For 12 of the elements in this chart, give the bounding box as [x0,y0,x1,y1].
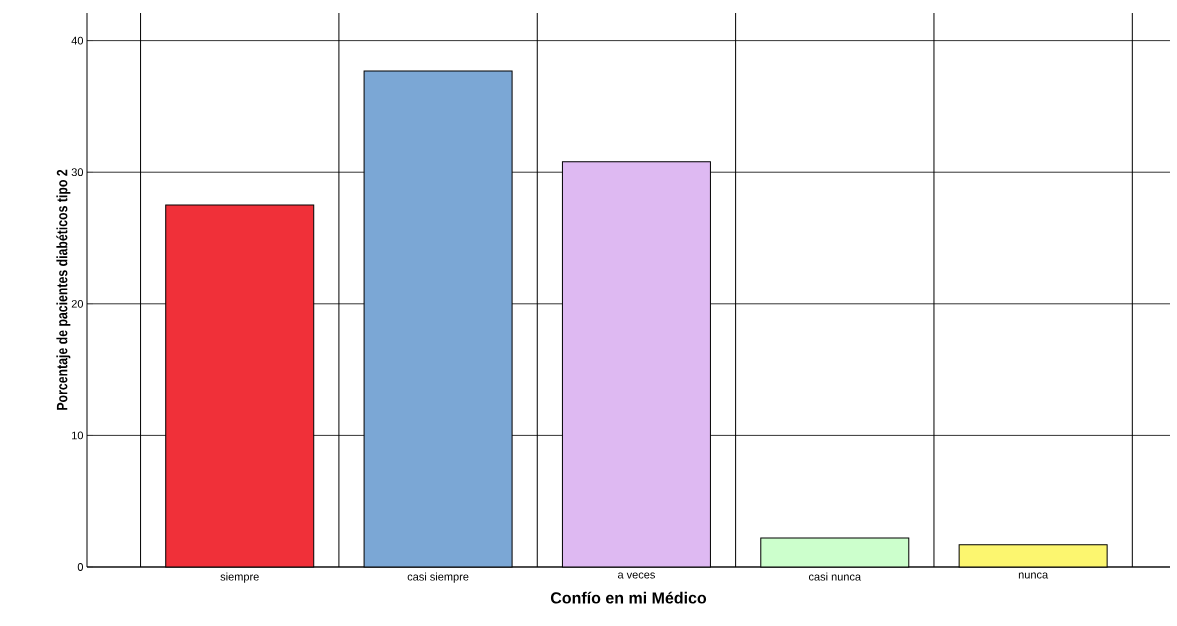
x-tick-label: a veces [617,572,655,579]
y-tick-label: 40 [71,36,84,45]
y-tick-label: 10 [72,431,84,440]
x-tick-label: siempre [220,572,259,583]
x-tick-label: casi nunca [808,572,862,581]
x-tick-label: nunca [1018,572,1049,579]
y-tick-label: 20 [71,299,84,308]
y-tick-label: 30 [71,168,84,177]
x-tick-label: casi siempre [407,572,469,583]
y-tick-label: 0 [77,563,84,571]
y-axis-title: Porcentaje de pacientes diabéticos tipo 2 [56,169,71,410]
x-axis-title: Confío en mi Médico [550,591,707,604]
